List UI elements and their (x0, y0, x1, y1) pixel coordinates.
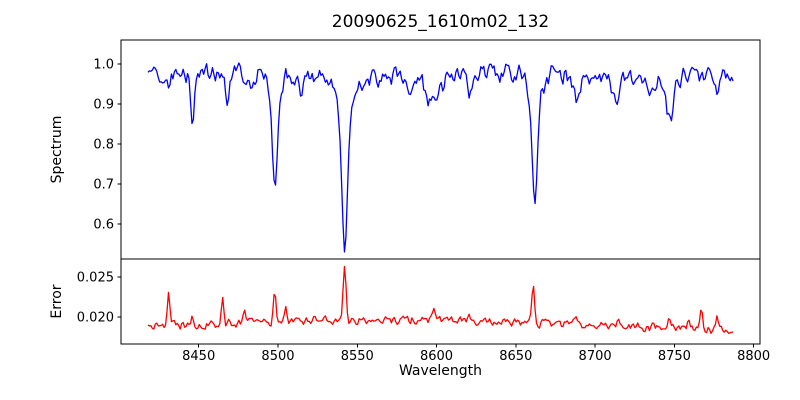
chart-title: 20090625_1610m02_132 (332, 12, 549, 32)
spectrum-y-tick-label: 1.0 (93, 58, 114, 73)
x-tick-label: 8500 (261, 349, 294, 364)
x-tick-label: 8550 (341, 349, 374, 364)
x-tick-label: 8800 (737, 349, 770, 364)
spectrum-y-tick-label: 0.9 (93, 98, 114, 113)
error-y-tick-label: 0.025 (77, 271, 114, 286)
spectrum-y-tick-label: 0.6 (93, 218, 114, 233)
x-tick-label: 8600 (420, 349, 453, 364)
x-axis-label: Wavelength (399, 363, 482, 379)
error-y-tick-label: 0.020 (77, 311, 114, 326)
plot-content: 8450 8500 8550 8600 8650 8700 8750 8800 1.0 0.9 0.… (77, 39, 770, 364)
x-tick-label: 8650 (499, 349, 532, 364)
spectrum-line (147, 62, 734, 253)
error-axis-label: Error (49, 284, 65, 318)
x-tick-label: 8450 (182, 349, 215, 364)
x-tick-label: 8750 (658, 349, 691, 364)
spectrum-axis-label: Spectrum (49, 116, 65, 184)
error-line (147, 265, 734, 334)
spectrum-y-tick-label: 0.7 (93, 178, 114, 193)
spectrum-y-tick-label: 0.8 (93, 138, 114, 153)
error-panel-frame (120, 258, 761, 345)
x-tick-label: 8700 (579, 349, 612, 364)
